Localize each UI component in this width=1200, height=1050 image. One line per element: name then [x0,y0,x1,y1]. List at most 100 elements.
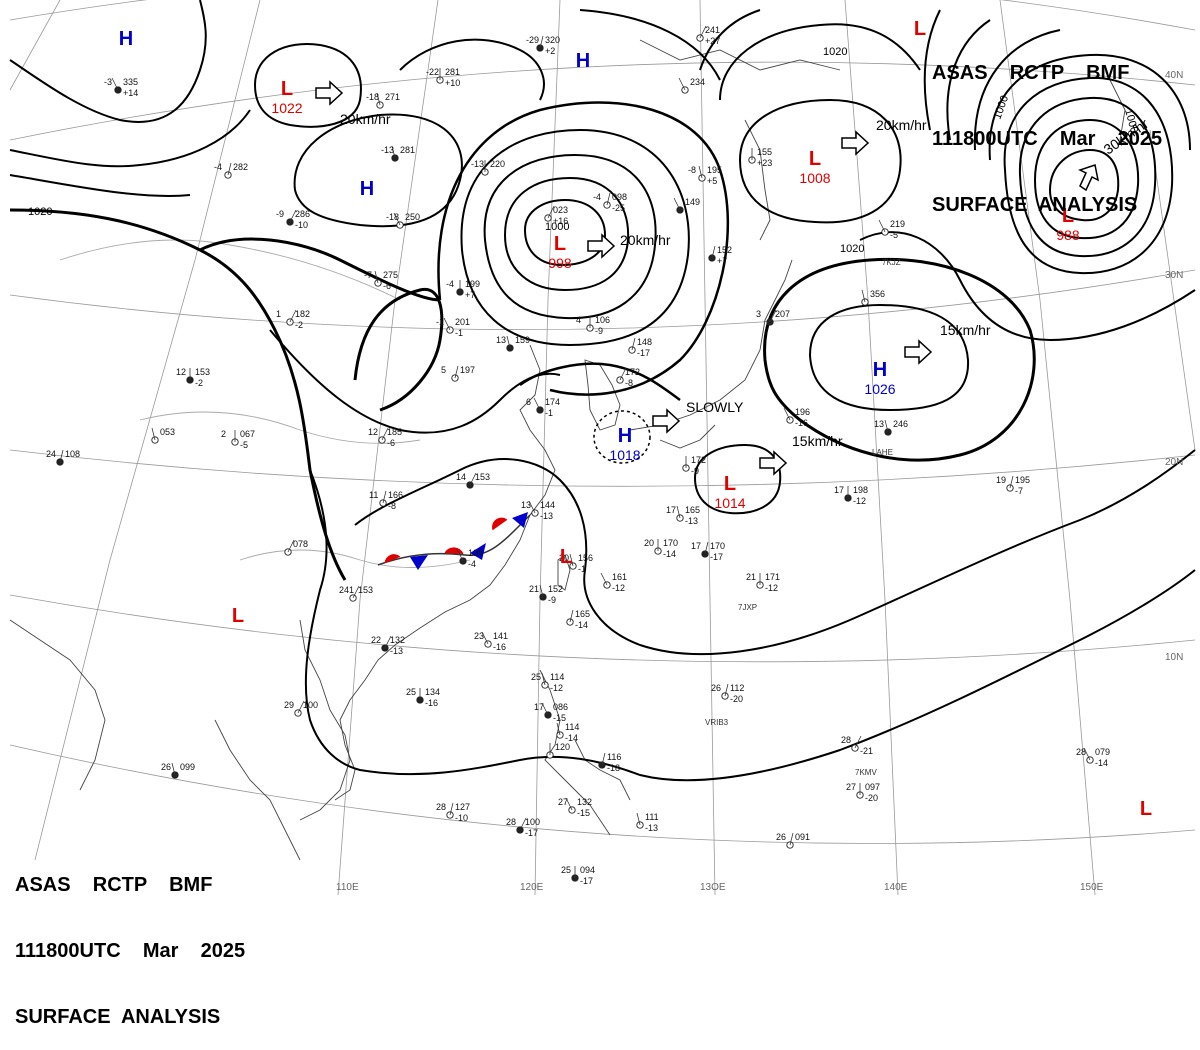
station-pressure: 144 [540,500,555,510]
low-pressure-symbol: L [560,546,572,568]
ship-callsign-label: 7JXP [738,603,757,612]
wind-barb [854,735,862,749]
station-temperature: 13 [874,419,884,429]
station-temperature: 25 [531,672,541,682]
station-pressure-change: -10 [295,220,308,230]
wind-barb [569,553,574,567]
station-pressure: 086 [553,702,568,712]
north-coast [639,39,841,71]
movement-arrow [652,408,681,434]
station-temperature: 2 [221,429,226,439]
wind-barb [289,209,297,223]
parallel-line [9,61,1196,141]
station-pressure-change: -9 [691,466,699,476]
station-pressure: 165 [575,609,590,619]
movement-speed-label: 15km/hr [940,322,991,338]
isobar-nw2 [9,109,251,168]
station-pressure-change: -6 [387,438,395,448]
wind-barb [171,762,176,776]
isobar-value-label: 1020 [840,243,864,255]
station-pressure-change: -4 [468,559,476,569]
wind-barb [443,317,451,331]
station-pressure: 196 [795,407,810,417]
meridian-line [1149,129,1196,451]
isobar-988-ring2 [1033,118,1140,240]
station-temperature: 25 [561,865,571,875]
station-pressure: 282 [233,162,248,172]
wind-barb [227,162,232,176]
header-line-3: SURFACE ANALYSIS [15,1006,221,1028]
west-coast [9,619,106,791]
station-pressure: 067 [240,429,255,439]
coastlines [9,39,1126,861]
wind-barb [456,548,464,562]
station-pressure: 099 [180,762,195,772]
isobar-east [859,231,1196,342]
station-pressure-change: -25 [612,203,625,213]
low-pressure-symbol: L [554,233,566,255]
chart-header-top: ASAS RCTP BMF 111800UTC Mar 2025 SURFACE… [932,18,1162,238]
latitude-label: 30N [1165,270,1183,281]
station-pressure: 134 [425,687,440,697]
wind-barb [541,702,549,716]
wind-barb [631,337,636,351]
station-pressure: 053 [160,427,175,437]
wind-barb [884,419,889,433]
low-pressure-symbol: L [1062,205,1074,227]
station-pressure: 246 [893,419,908,429]
station-temperature: 11 [369,490,378,500]
station-temperature: 23 [474,631,484,641]
wind-barb [469,472,477,486]
header-line-1: ASAS RCTP BMF [932,62,1130,84]
wind-barb [769,309,777,323]
wind-barb [569,609,574,623]
wind-barb [600,572,608,586]
station-pressure: 155 [757,147,772,157]
station-pressure-change: +2 [545,46,555,56]
isobar-south-1 [304,469,1196,782]
ship-callsign-label: 7KJZ [882,258,901,267]
isobar-1008-ring [738,98,902,224]
parallel-line [9,0,1196,31]
station-pressure-change: -12 [765,583,778,593]
station-pressure-change: -12 [853,496,866,506]
station-pressure: 281 [400,145,415,155]
station-pressure-change: -17 [637,348,650,358]
wind-barb [724,683,729,697]
station-pressure: 195 [707,165,722,175]
isobar-1018-ring [593,410,651,464]
warm-front-semicircle [384,554,401,564]
station-pressure: 132 [577,797,592,807]
station-pressure: 116 [607,752,621,762]
station-pressure-change: -8 [625,378,633,388]
isobar-ring-1022 [253,43,362,128]
parallel-line [9,269,1196,330]
station-temperature: -4 [446,279,454,289]
station-temperature: 4 [576,315,581,325]
isobar-998-ring2 [503,176,630,292]
movement-speed-label: 20km/hr [876,117,927,133]
isobar-south-3 [269,329,561,434]
station-pressure-change: -13 [685,516,698,526]
station-pressure: 356 [870,289,885,299]
high-pressure-symbol: H [873,359,887,381]
central-pressure-value: 1014 [714,495,745,511]
longitude-label: 110E [336,882,359,893]
station-pressure-change: +14 [123,88,138,98]
header-line-2: 111800UTC Mar 2025 [932,128,1163,150]
wind-barb [151,427,156,441]
chart-header-bottom: ASAS RCTP BMF 111800UTC Mar 2025 SURFACE… [15,830,245,1050]
station-pressure: 172 [691,455,706,465]
wind-barb [699,25,707,39]
station-pressure: 153 [195,367,210,377]
wind-barb [384,635,392,649]
station-pressure: 079 [1095,747,1110,757]
isobar-988-ring1 [1048,148,1120,222]
isobar-1014-ring [693,443,782,515]
station-temperature: -1 [436,317,444,327]
isobar-988-ring5 [988,53,1191,161]
latitude-label: 40N [1165,70,1183,81]
meridian-line [699,0,716,896]
station-pressure: 127 [455,802,470,812]
station-pressure: 198 [853,485,868,495]
